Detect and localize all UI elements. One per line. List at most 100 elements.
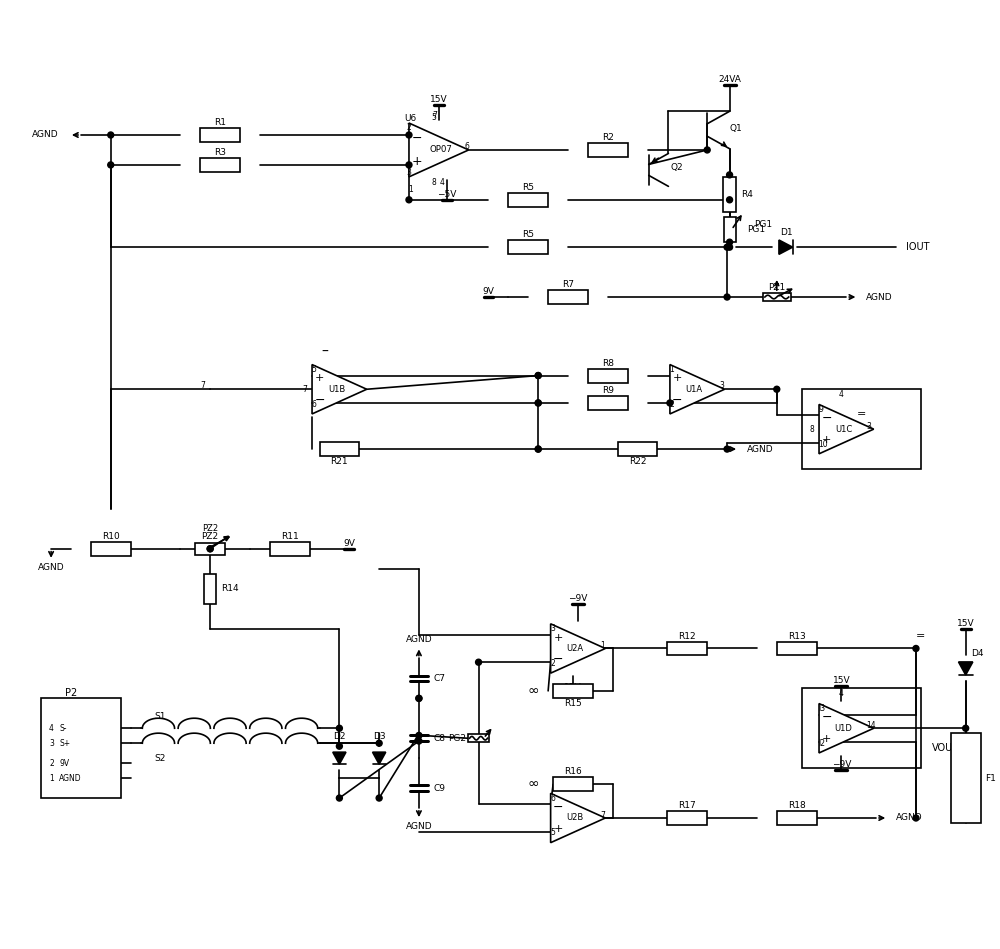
Text: 15V: 15V (430, 95, 448, 104)
Text: +: + (553, 633, 563, 642)
Bar (951, 734, 981, 823)
Circle shape (535, 373, 541, 379)
Circle shape (727, 196, 733, 203)
Text: −: − (821, 711, 832, 724)
Text: 9V: 9V (343, 539, 355, 548)
Text: S2: S2 (155, 754, 166, 763)
Text: 3: 3 (720, 381, 725, 390)
Circle shape (535, 446, 541, 452)
Text: Q2: Q2 (671, 163, 683, 173)
Text: 14: 14 (866, 720, 876, 730)
Circle shape (535, 400, 541, 406)
Text: 15V: 15V (957, 619, 974, 627)
Polygon shape (409, 123, 469, 177)
Text: PZ2: PZ2 (202, 532, 219, 541)
Text: IOUT: IOUT (906, 242, 930, 252)
Bar (667, 642, 707, 656)
Circle shape (667, 400, 673, 406)
Text: 2: 2 (407, 122, 411, 132)
Bar (667, 811, 707, 825)
Text: +: + (412, 156, 422, 168)
Text: 2: 2 (669, 400, 674, 409)
Text: 9: 9 (819, 404, 823, 414)
Circle shape (406, 162, 412, 168)
Text: −: − (553, 801, 563, 813)
Circle shape (727, 239, 733, 245)
Text: R3: R3 (214, 148, 226, 157)
Text: –: – (321, 344, 328, 359)
Polygon shape (312, 364, 367, 414)
Text: S1: S1 (155, 712, 166, 721)
Bar (724, 217, 736, 242)
Circle shape (108, 162, 114, 168)
Bar (270, 542, 310, 556)
Circle shape (535, 446, 541, 452)
Text: ∞: ∞ (527, 684, 539, 698)
Bar (508, 240, 548, 254)
Text: 7: 7 (303, 384, 308, 394)
Text: AGND: AGND (32, 131, 59, 140)
Text: OP07: OP07 (429, 145, 452, 155)
Text: R15: R15 (564, 698, 582, 708)
Circle shape (724, 294, 730, 300)
Text: 5: 5 (431, 113, 436, 121)
Polygon shape (779, 240, 793, 254)
Bar (588, 143, 628, 157)
Text: U1D: U1D (834, 724, 852, 733)
Bar (320, 442, 359, 456)
Circle shape (207, 546, 213, 551)
Text: D1: D1 (780, 228, 793, 236)
Text: 8: 8 (810, 424, 815, 434)
Text: P2: P2 (65, 688, 77, 698)
Text: D4: D4 (971, 649, 983, 658)
Bar (588, 368, 628, 382)
Circle shape (913, 645, 919, 651)
Polygon shape (333, 753, 346, 764)
Text: VOUT: VOUT (932, 743, 959, 754)
Text: 1: 1 (409, 185, 413, 195)
Circle shape (727, 172, 733, 177)
Polygon shape (819, 703, 874, 753)
Circle shape (416, 696, 422, 701)
Circle shape (336, 743, 342, 749)
Text: AGND: AGND (747, 444, 774, 454)
Bar (553, 777, 593, 791)
Text: AGND: AGND (406, 823, 432, 831)
Text: AGND: AGND (406, 635, 432, 644)
Circle shape (207, 546, 213, 551)
Text: 5: 5 (550, 828, 555, 837)
Bar (618, 442, 657, 456)
Text: −: − (672, 394, 683, 407)
Bar (41, 698, 121, 798)
Text: =: = (916, 631, 926, 642)
Text: Q1: Q1 (730, 123, 742, 133)
Text: R11: R11 (281, 531, 299, 541)
Text: 3: 3 (49, 738, 54, 748)
Polygon shape (373, 753, 386, 764)
Text: R16: R16 (564, 768, 582, 776)
Text: 1: 1 (669, 364, 674, 374)
Text: C8: C8 (434, 734, 446, 743)
Text: +: + (822, 435, 831, 445)
Text: R5: R5 (522, 183, 534, 192)
Text: 7: 7 (600, 810, 605, 820)
Text: C7: C7 (434, 674, 446, 683)
Text: 9V: 9V (483, 287, 494, 296)
Text: −5V: −5V (437, 190, 456, 199)
Text: U2A: U2A (566, 644, 584, 653)
Bar (195, 543, 225, 555)
Circle shape (416, 733, 422, 738)
Text: R13: R13 (788, 631, 806, 641)
Text: S+: S+ (59, 738, 70, 748)
Text: AGND: AGND (896, 813, 923, 823)
Circle shape (416, 738, 422, 744)
Text: 4: 4 (49, 724, 54, 733)
Text: R2: R2 (602, 133, 614, 142)
Text: 1: 1 (49, 773, 54, 783)
Circle shape (774, 386, 780, 392)
Text: U1A: U1A (686, 384, 703, 394)
Bar (763, 293, 791, 301)
Text: R14: R14 (221, 585, 239, 593)
Text: 6: 6 (312, 400, 316, 409)
Polygon shape (551, 793, 605, 843)
